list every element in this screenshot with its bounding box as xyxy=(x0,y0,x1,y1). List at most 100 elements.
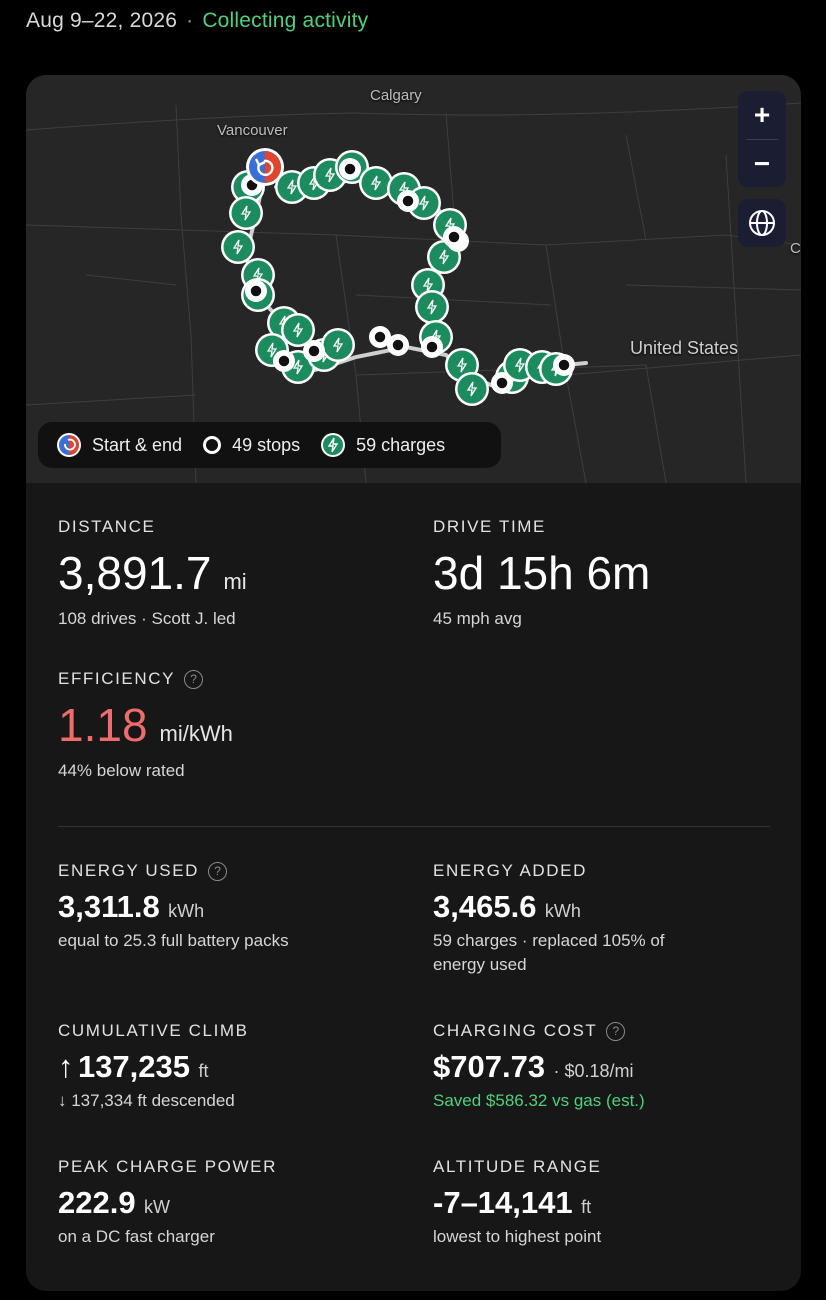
charge-marker[interactable] xyxy=(229,196,263,230)
peak-charge-power-value: 222.9 xyxy=(58,1185,136,1220)
legend-charges-label: 59 charges xyxy=(356,434,446,455)
section-divider xyxy=(58,826,770,827)
stop-icon xyxy=(203,436,222,454)
efficiency-value: 1.18 xyxy=(58,699,148,751)
header-separator: · xyxy=(186,9,194,32)
map-legend: Start & end 49 stops 59 charges xyxy=(38,422,501,468)
energy-used-label: ENERGY USED xyxy=(58,861,200,880)
energy-used-stat: ENERGY USED ? 3,311.8 kWh equal to 25.3 … xyxy=(58,861,289,953)
altitude-range-value: -7–14,141 xyxy=(433,1185,573,1220)
cumulative-climb-label: CUMULATIVE CLIMB xyxy=(58,1021,249,1040)
drive-time-stat: DRIVE TIME 3d 15h 6m 45 mph avg xyxy=(433,517,650,631)
charge-marker[interactable] xyxy=(321,328,355,362)
map-label-edge: C xyxy=(790,240,801,257)
efficiency-sub: 44% below rated xyxy=(58,761,185,780)
charge-marker[interactable] xyxy=(455,372,489,406)
cumulative-climb-unit: ft xyxy=(198,1061,209,1081)
zoom-divider xyxy=(746,139,778,140)
stop-marker[interactable] xyxy=(443,226,465,248)
energy-added-sub-2: energy used xyxy=(433,955,527,974)
charging-cost-value: $707.73 xyxy=(433,1049,546,1084)
efficiency-label-row: EFFICIENCY ? xyxy=(58,669,233,689)
energy-added-unit: kWh xyxy=(544,901,581,921)
stop-marker[interactable] xyxy=(273,350,295,372)
energy-used-value: 3,311.8 xyxy=(58,889,160,924)
legend-start-end-label: Start & end xyxy=(92,434,183,455)
cumulative-climb-stat: CUMULATIVE CLIMB ↑ 137,235 ft ↓ 137,334 … xyxy=(58,1021,249,1113)
charging-cost-per-mile: · $0.18/mi xyxy=(553,1061,634,1081)
globe-button[interactable] xyxy=(738,199,786,247)
legend-start-end: Start & end xyxy=(56,432,182,458)
stop-marker[interactable] xyxy=(397,190,419,212)
efficiency-stat: EFFICIENCY ? 1.18 mi/kWh 44% below rated xyxy=(58,669,233,783)
drive-time-value: 3d 15h 6m xyxy=(433,547,651,599)
stop-marker[interactable] xyxy=(339,158,361,180)
charge-marker[interactable] xyxy=(281,313,315,347)
energy-added-value: 3,465.6 xyxy=(433,889,537,924)
cumulative-climb-value: 137,235 xyxy=(77,1049,191,1084)
route-markers xyxy=(221,150,575,406)
stop-marker[interactable] xyxy=(421,336,443,358)
date-range: Aug 9–22, 2026 xyxy=(26,9,178,32)
altitude-range-stat: ALTITUDE RANGE -7–14,141 ft lowest to hi… xyxy=(433,1157,602,1249)
cumulative-climb-sub: ↓ 137,334 ft descended xyxy=(58,1091,235,1110)
peak-charge-power-label: PEAK CHARGE POWER xyxy=(58,1157,277,1176)
charging-cost-label-row: CHARGING COST ? xyxy=(433,1021,645,1041)
stop-marker[interactable] xyxy=(491,372,513,394)
start-end-marker[interactable] xyxy=(246,148,284,186)
status-text: Collecting activity xyxy=(202,9,369,32)
charging-cost-label: CHARGING COST xyxy=(433,1021,598,1040)
legend-stops: 49 stops xyxy=(202,435,300,456)
distance-value: 3,891.7 xyxy=(58,547,212,599)
map-label-vancouver: Vancouver xyxy=(217,122,288,139)
altitude-range-unit: ft xyxy=(581,1197,592,1217)
peak-charge-power-sub: on a DC fast charger xyxy=(58,1227,215,1246)
route-map[interactable]: Calgary Vancouver United States C + − xyxy=(26,75,801,483)
distance-sub: 108 drives · Scott J. led xyxy=(58,609,236,628)
start-end-icon xyxy=(57,433,81,457)
distance-label: DISTANCE xyxy=(58,517,156,536)
stop-marker[interactable] xyxy=(387,334,409,356)
distance-unit: mi xyxy=(223,569,247,594)
charging-cost-stat: CHARGING COST ? $707.73 · $0.18/mi Saved… xyxy=(433,1021,645,1113)
energy-used-unit: kWh xyxy=(168,901,205,921)
stop-marker[interactable] xyxy=(553,354,575,376)
zoom-out-button[interactable]: − xyxy=(753,148,771,179)
energy-used-label-row: ENERGY USED ? xyxy=(58,861,289,881)
peak-charge-power-unit: kW xyxy=(144,1197,171,1217)
altitude-range-label: ALTITUDE RANGE xyxy=(433,1157,602,1176)
charge-marker[interactable] xyxy=(359,166,393,200)
legend-stops-label: 49 stops xyxy=(232,434,301,455)
efficiency-unit: mi/kWh xyxy=(159,721,233,746)
peak-charge-power-stat: PEAK CHARGE POWER 222.9 kW on a DC fast … xyxy=(58,1157,277,1249)
energy-added-sub-1: 59 charges · replaced 105% of xyxy=(433,931,665,950)
trip-summary-card: Calgary Vancouver United States C + − xyxy=(26,75,801,1291)
map-canvas[interactable] xyxy=(26,75,801,483)
map-label-calgary: Calgary xyxy=(370,87,422,104)
globe-icon xyxy=(749,210,775,236)
charging-cost-savings: Saved $586.32 vs gas (est.) xyxy=(433,1091,645,1110)
stop-marker[interactable] xyxy=(303,340,325,362)
drive-time-label: DRIVE TIME xyxy=(433,517,546,536)
altitude-range-sub: lowest to highest point xyxy=(433,1227,602,1246)
zoom-in-button[interactable]: + xyxy=(753,99,771,130)
efficiency-help-icon[interactable]: ? xyxy=(184,669,204,689)
energy-used-help-icon[interactable]: ? xyxy=(208,861,228,881)
charge-marker[interactable] xyxy=(221,230,255,264)
zoom-controls: + − xyxy=(738,91,786,187)
legend-charges: 59 charges xyxy=(320,432,445,458)
stop-marker[interactable] xyxy=(369,326,391,348)
energy-added-stat: ENERGY ADDED 3,465.6 kWh 59 charges · re… xyxy=(433,861,665,977)
energy-used-sub: equal to 25.3 full battery packs xyxy=(58,931,289,950)
distance-stat: DISTANCE 3,891.7 mi 108 drives · Scott J… xyxy=(58,517,247,631)
climb-arrow-icon: ↑ xyxy=(58,1049,74,1084)
charge-marker[interactable] xyxy=(415,290,449,324)
energy-added-label: ENERGY ADDED xyxy=(433,861,587,880)
drive-time-sub: 45 mph avg xyxy=(433,609,522,628)
stop-marker[interactable] xyxy=(245,280,267,302)
charging-cost-help-icon[interactable]: ? xyxy=(606,1021,626,1041)
header-bar: Aug 9–22, 2026 · Collecting activity xyxy=(26,6,368,36)
map-label-united-states: United States xyxy=(630,338,739,358)
map-borders xyxy=(26,102,801,483)
charge-icon xyxy=(321,433,346,457)
